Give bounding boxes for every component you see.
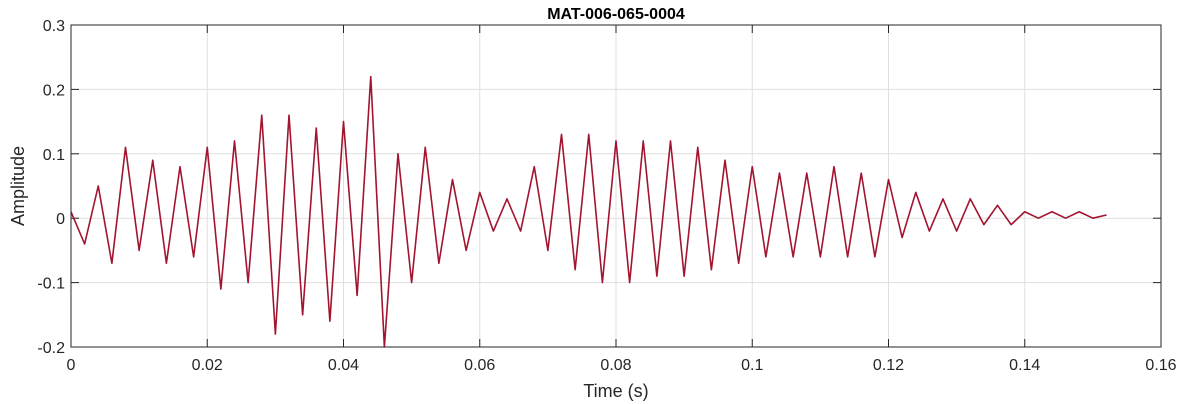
x-tick-label: 0.1 bbox=[741, 357, 763, 374]
plot-frame bbox=[70, 24, 1162, 348]
y-tick-label: -0.1 bbox=[37, 276, 65, 293]
x-axis-label: Time (s) bbox=[583, 381, 648, 401]
x-tick-label: 0.14 bbox=[1009, 357, 1040, 374]
series-layer bbox=[70, 75, 1107, 348]
y-tick-label: 0.3 bbox=[43, 18, 65, 35]
y-tick-label: 0.2 bbox=[43, 82, 65, 99]
x-tick-label: 0.12 bbox=[873, 357, 904, 374]
y-tick-label: 0.1 bbox=[43, 147, 65, 164]
x-tick-label: 0 bbox=[67, 357, 76, 374]
y-axis-label: Amplitude bbox=[8, 146, 28, 226]
x-tick-label: 0.06 bbox=[464, 357, 495, 374]
x-tick-label: 0.02 bbox=[192, 357, 223, 374]
series-line-0 bbox=[70, 75, 1107, 348]
y-tick-label: -0.2 bbox=[37, 340, 65, 357]
y-tick-label: 0 bbox=[56, 211, 65, 228]
chart-title: MAT-006-065-0004 bbox=[547, 6, 685, 23]
axis-ticks: 0 0.02 0.04 0.06 0.08 0.1 0.12 0.14 0.16 -0.2 -0.1… bbox=[37, 18, 1176, 374]
x-tick-label: 0.08 bbox=[600, 357, 631, 374]
x-tick-label: 0.04 bbox=[328, 357, 359, 374]
x-tick-label: 0.16 bbox=[1145, 357, 1176, 374]
